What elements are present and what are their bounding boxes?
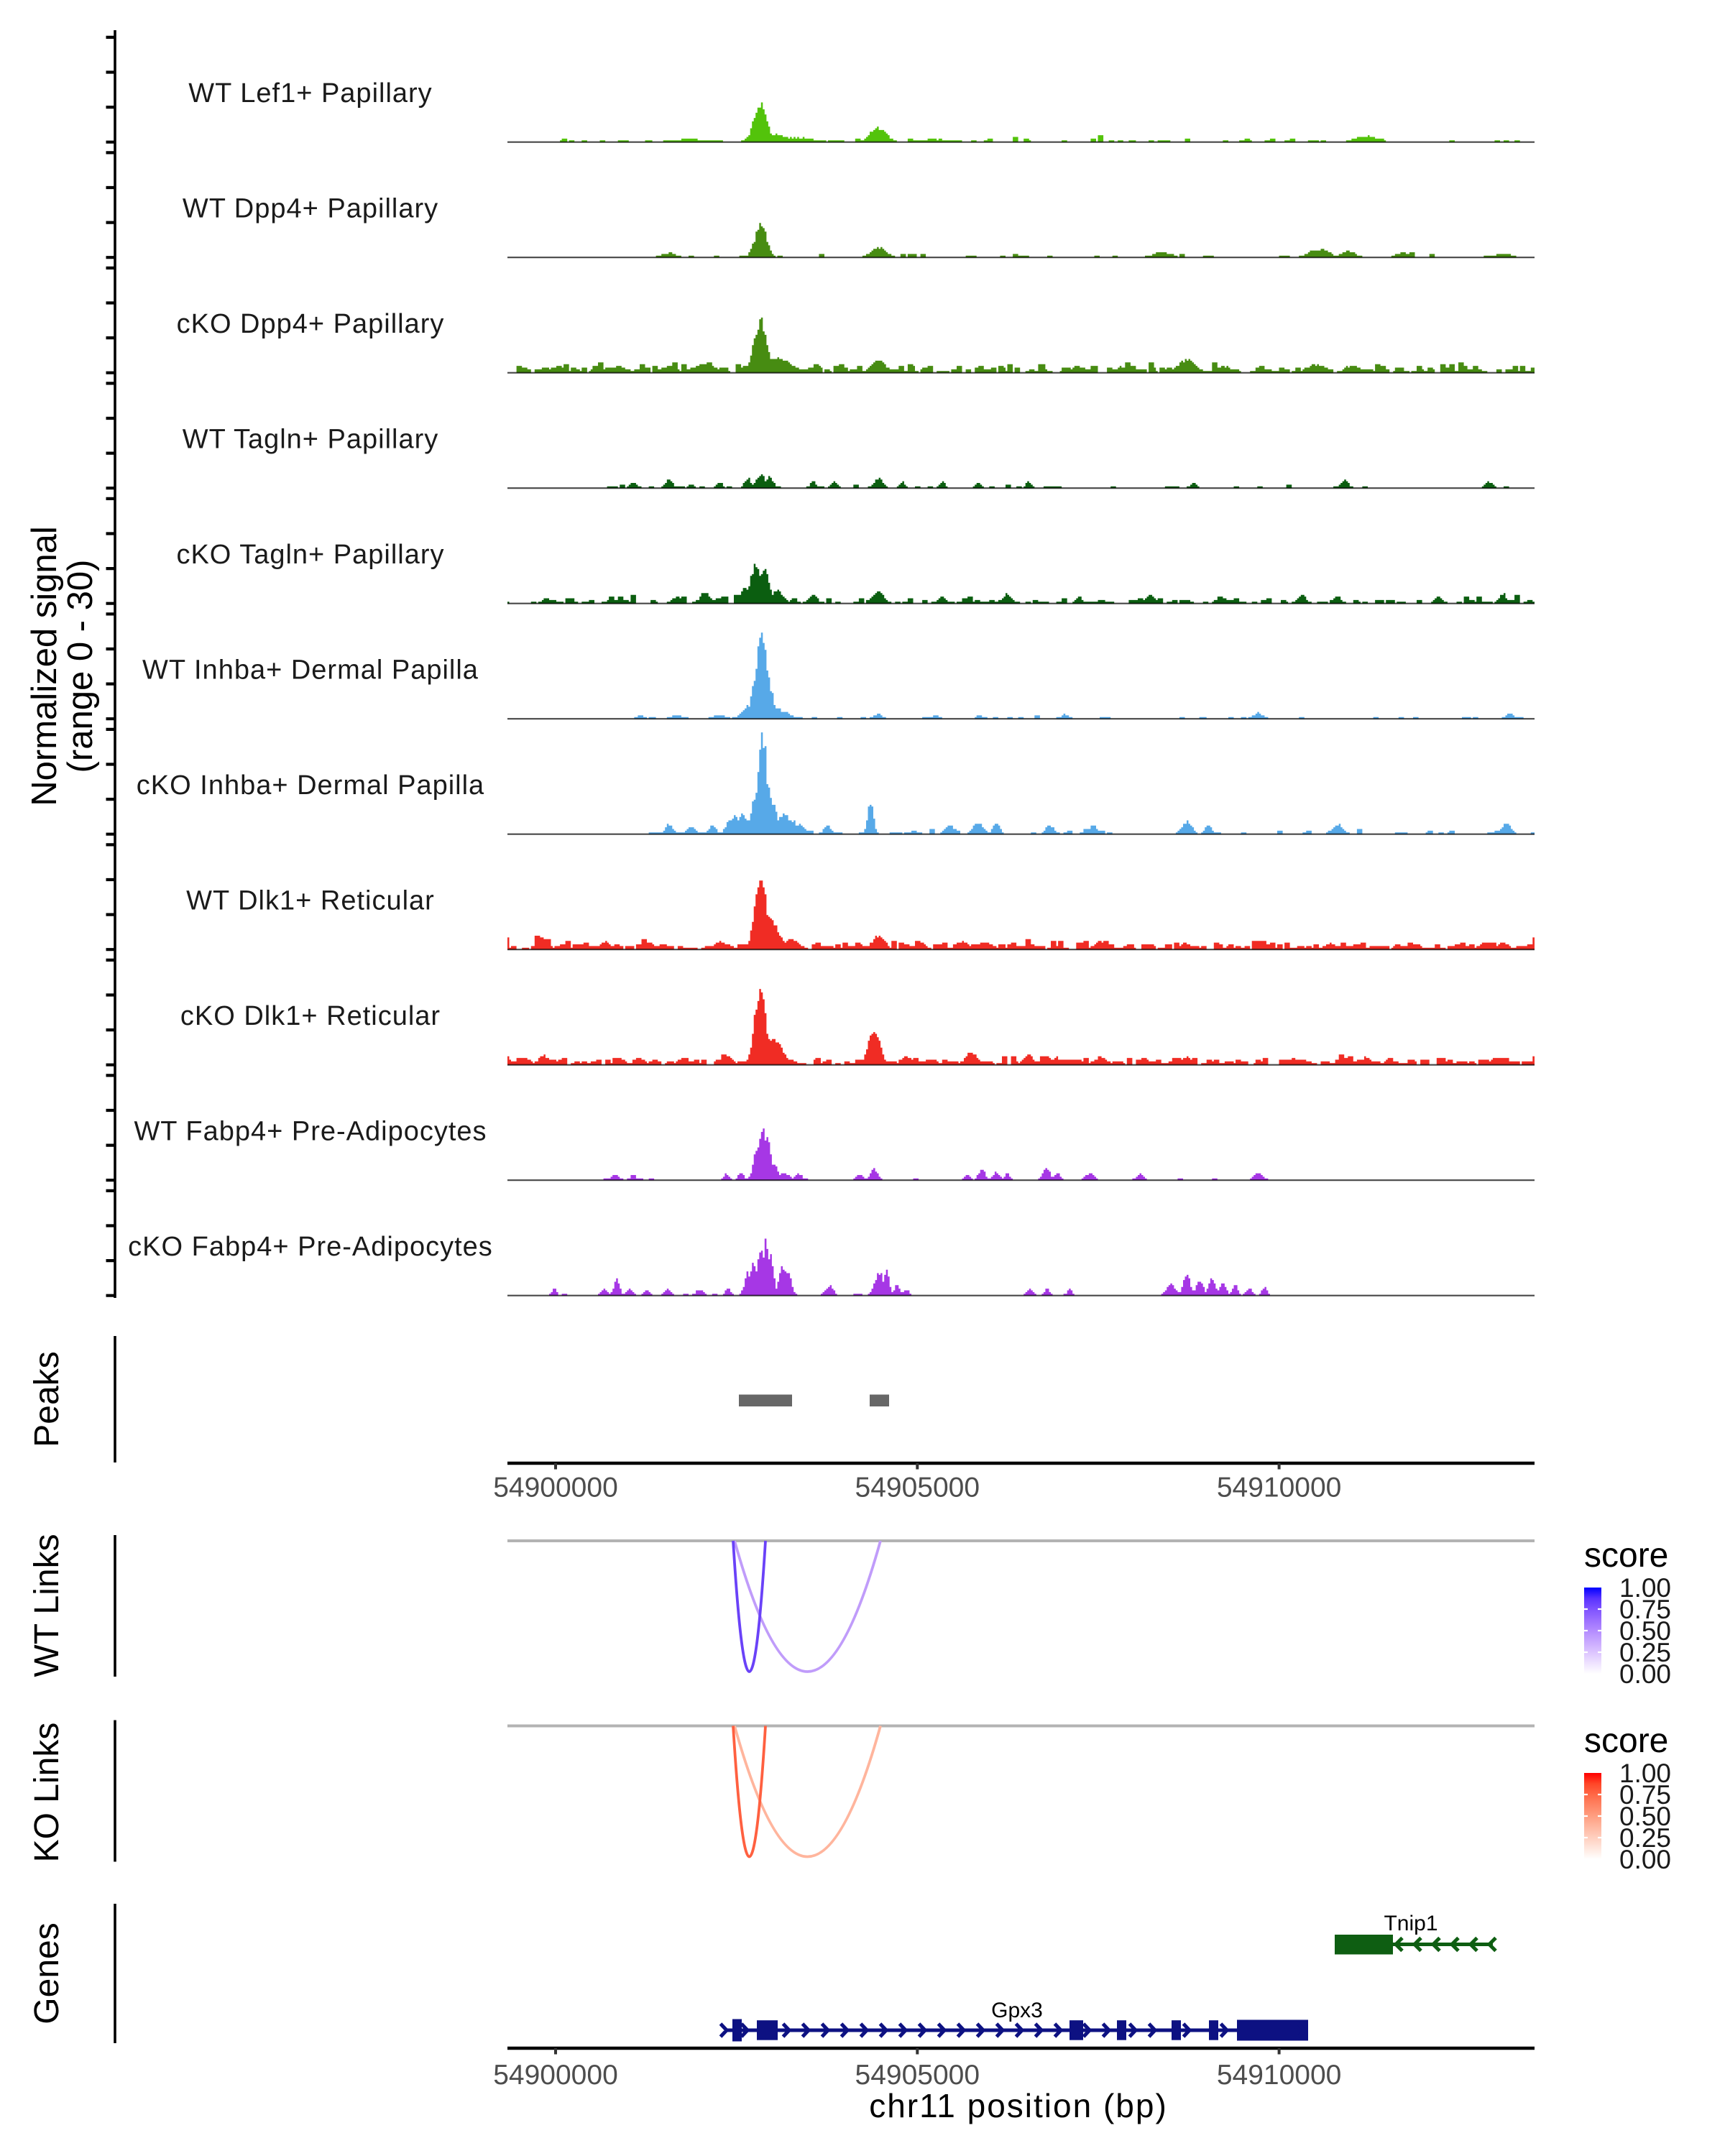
svg-text:score: score xyxy=(1584,1537,1668,1575)
svg-text:score: score xyxy=(1584,1722,1668,1760)
svg-text:WT Inhba+ Dermal Papilla: WT Inhba+ Dermal Papilla xyxy=(142,655,479,685)
svg-text:0.75: 0.75 xyxy=(1619,1595,1671,1624)
svg-text:cKO Inhba+ Dermal Papilla: cKO Inhba+ Dermal Papilla xyxy=(137,770,484,801)
svg-text:Genes: Genes xyxy=(28,1922,66,2024)
svg-text:0.00: 0.00 xyxy=(1619,1659,1671,1689)
svg-text:0.25: 0.25 xyxy=(1619,1638,1671,1667)
svg-text:KO Links: KO Links xyxy=(28,1723,66,1863)
svg-text:1.00: 1.00 xyxy=(1619,1759,1671,1788)
svg-text:0.00: 0.00 xyxy=(1619,1845,1671,1874)
svg-text:(range 0 - 30): (range 0 - 30) xyxy=(61,560,100,773)
svg-text:cKO Dlk1+ Reticular: cKO Dlk1+ Reticular xyxy=(180,1001,441,1031)
svg-text:WT Links: WT Links xyxy=(28,1534,66,1677)
svg-text:54900000: 54900000 xyxy=(493,1473,618,1503)
svg-text:54910000: 54910000 xyxy=(1217,2060,1342,2091)
svg-text:54905000: 54905000 xyxy=(855,2060,980,2091)
svg-text:54905000: 54905000 xyxy=(855,1473,980,1503)
svg-text:WT Lef1+ Papillary: WT Lef1+ Papillary xyxy=(188,78,432,109)
svg-text:WT Dpp4+ Papillary: WT Dpp4+ Papillary xyxy=(183,193,438,224)
svg-text:0.50: 0.50 xyxy=(1619,1616,1671,1646)
svg-text:cKO Tagln+ Papillary: cKO Tagln+ Papillary xyxy=(176,540,444,570)
svg-text:WT Dlk1+ Reticular: WT Dlk1+ Reticular xyxy=(186,885,435,916)
svg-text:chr11 position (bp): chr11 position (bp) xyxy=(869,2087,1168,2124)
svg-text:0.75: 0.75 xyxy=(1619,1780,1671,1810)
svg-text:0.25: 0.25 xyxy=(1619,1823,1671,1853)
svg-text:54900000: 54900000 xyxy=(493,2060,618,2091)
svg-text:cKO Fabp4+ Pre-Adipocytes: cKO Fabp4+ Pre-Adipocytes xyxy=(128,1232,493,1262)
svg-text:cKO Dpp4+ Papillary: cKO Dpp4+ Papillary xyxy=(177,309,445,339)
svg-text:Gpx3: Gpx3 xyxy=(991,1999,1043,2022)
svg-text:Tnip1: Tnip1 xyxy=(1384,1912,1438,1935)
svg-text:54910000: 54910000 xyxy=(1217,1473,1342,1503)
svg-text:0.50: 0.50 xyxy=(1619,1802,1671,1831)
svg-text:Normalized signal: Normalized signal xyxy=(25,526,64,806)
svg-text:WT Tagln+ Papillary: WT Tagln+ Papillary xyxy=(183,424,439,454)
svg-text:Peaks: Peaks xyxy=(28,1351,66,1447)
svg-text:WT Fabp4+ Pre-Adipocytes: WT Fabp4+ Pre-Adipocytes xyxy=(134,1116,487,1146)
svg-text:1.00: 1.00 xyxy=(1619,1573,1671,1603)
